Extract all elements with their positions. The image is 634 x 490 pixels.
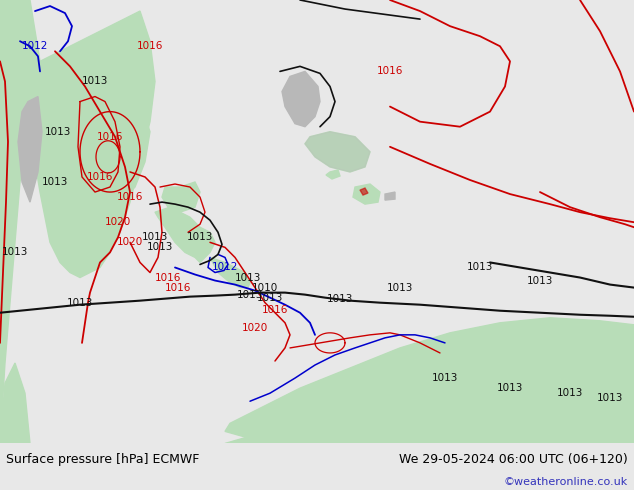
Text: 1013: 1013: [527, 275, 553, 286]
Text: 1020: 1020: [117, 237, 143, 247]
Polygon shape: [385, 192, 395, 200]
Text: 1016: 1016: [97, 132, 123, 142]
Text: 1016: 1016: [137, 41, 163, 51]
Text: 1020: 1020: [242, 323, 268, 333]
Text: 1013: 1013: [432, 373, 458, 383]
Text: ©weatheronline.co.uk: ©weatheronline.co.uk: [503, 477, 628, 487]
Text: 1016: 1016: [377, 66, 403, 76]
Polygon shape: [353, 184, 380, 204]
Text: 1013: 1013: [497, 383, 523, 393]
Text: 1013: 1013: [557, 388, 583, 398]
Polygon shape: [282, 72, 320, 127]
Text: 1013: 1013: [187, 232, 213, 243]
Polygon shape: [326, 170, 340, 179]
Text: 1013: 1013: [597, 393, 623, 403]
Polygon shape: [305, 132, 370, 172]
Text: 1013: 1013: [237, 290, 263, 299]
Text: 1020: 1020: [105, 217, 131, 227]
Text: 1016: 1016: [117, 192, 143, 202]
Text: 1013: 1013: [2, 247, 28, 257]
Polygon shape: [20, 11, 155, 277]
Polygon shape: [155, 207, 215, 263]
Polygon shape: [18, 97, 42, 202]
Text: Surface pressure [hPa] ECMWF: Surface pressure [hPa] ECMWF: [6, 453, 200, 466]
Polygon shape: [210, 257, 250, 288]
Polygon shape: [162, 182, 200, 212]
Text: 1013: 1013: [147, 243, 173, 252]
Polygon shape: [305, 132, 370, 172]
Text: 1013: 1013: [45, 127, 71, 137]
Text: 1013: 1013: [142, 232, 168, 243]
Text: 1016: 1016: [262, 305, 288, 315]
Polygon shape: [225, 318, 634, 443]
Text: 1012: 1012: [22, 41, 48, 51]
Text: 1013: 1013: [257, 293, 283, 303]
Text: 1016: 1016: [155, 272, 181, 283]
Text: 1010: 1010: [252, 283, 278, 293]
Text: We 29-05-2024 06:00 UTC (06+120): We 29-05-2024 06:00 UTC (06+120): [399, 453, 628, 466]
Text: 1013: 1013: [387, 283, 413, 293]
Text: 1013: 1013: [82, 76, 108, 86]
Text: 1013: 1013: [467, 263, 493, 272]
Text: 1016: 1016: [87, 172, 113, 182]
Polygon shape: [0, 363, 30, 443]
Polygon shape: [225, 333, 634, 443]
Text: 1013: 1013: [235, 272, 261, 283]
Polygon shape: [360, 188, 368, 195]
Text: 1012: 1012: [212, 263, 238, 272]
Text: 1013: 1013: [42, 177, 68, 187]
Text: 1016: 1016: [165, 283, 191, 293]
Polygon shape: [80, 97, 150, 202]
Text: 1013: 1013: [67, 297, 93, 308]
Text: 1013: 1013: [327, 294, 353, 304]
Polygon shape: [0, 0, 40, 443]
